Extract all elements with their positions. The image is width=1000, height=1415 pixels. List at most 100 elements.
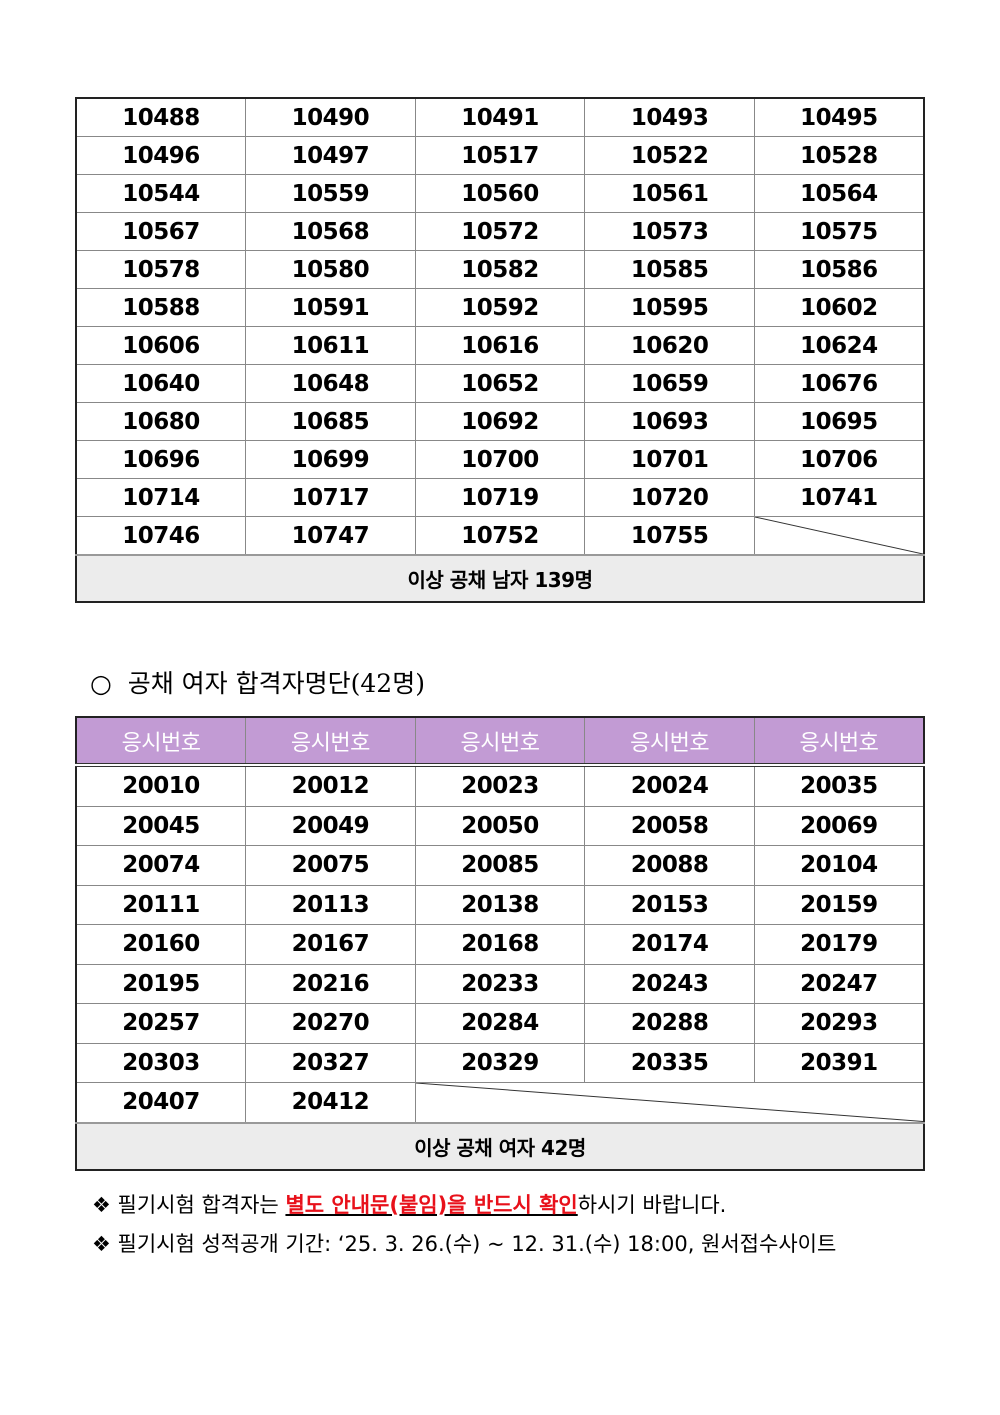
exam-number-cell: 10522 <box>584 136 755 175</box>
note-1: ❖ 필기시험 합격자는 별도 안내문(붙임)을 반드시 확인하시기 바랍니다. <box>92 1189 726 1219</box>
exam-number-cell: 10573 <box>584 212 755 251</box>
exam-number-cell: 10585 <box>584 250 755 289</box>
table-row: 20045 20049 20050 20058 20069 <box>75 805 925 846</box>
exam-number-cell: 20412 <box>245 1082 416 1123</box>
exam-number-cell: 10620 <box>584 326 755 365</box>
exam-number-cell: 20391 <box>753 1042 925 1083</box>
exam-number-cell: 10528 <box>753 136 925 175</box>
exam-number-cell: 20168 <box>414 924 586 965</box>
exam-number-cell: 20243 <box>584 963 755 1004</box>
column-header: 응시번호 <box>414 716 586 767</box>
exam-number-cell: 10640 <box>75 364 247 403</box>
diagonal-line <box>416 1083 923 1122</box>
exam-number-cell: 10624 <box>753 326 925 365</box>
table-row: 10496 10497 10517 10522 10528 <box>75 136 925 175</box>
exam-number-cell: 10652 <box>414 364 586 403</box>
exam-number-cell: 10588 <box>75 288 247 327</box>
table-row: 10544 10559 10560 10561 10564 <box>75 174 925 213</box>
exam-number-cell: 10606 <box>75 326 247 365</box>
exam-number-cell: 20012 <box>245 764 416 807</box>
column-header: 응시번호 <box>753 716 925 767</box>
exam-number-cell: 20104 <box>753 845 925 886</box>
diagonal-line <box>755 517 923 554</box>
exam-number-cell: 10676 <box>753 364 925 403</box>
exam-number-cell: 10575 <box>753 212 925 251</box>
exam-number-cell: 20288 <box>584 1003 755 1044</box>
exam-number-cell: 20024 <box>584 764 755 807</box>
table-row: 10640 10648 10652 10659 10676 <box>75 364 925 403</box>
exam-number-cell: 10582 <box>414 250 586 289</box>
exam-number-cell: 10719 <box>414 478 586 517</box>
exam-number-cell: 10714 <box>75 478 247 517</box>
exam-number-cell: 10648 <box>245 364 416 403</box>
table-row: 10746 10747 10752 10755 <box>75 516 925 556</box>
exam-number-cell: 10706 <box>753 440 925 479</box>
exam-number-cell: 10572 <box>414 212 586 251</box>
note-text: 하시기 바랍니다. <box>577 1193 727 1217</box>
exam-number-cell: 20049 <box>245 805 416 846</box>
exam-number-cell: 10700 <box>414 440 586 479</box>
exam-number-cell: 10692 <box>414 402 586 441</box>
female-section-heading: ○ 공채 여자 합격자명단(42명) <box>90 664 425 700</box>
exam-number-cell: 20329 <box>414 1042 586 1083</box>
exam-number-cell: 10580 <box>245 250 416 289</box>
exam-number-cell: 10747 <box>245 516 416 556</box>
note-text: 필기시험 성적공개 기간: ‘25. 3. 26.(수) ~ 12. 31.(수… <box>117 1232 837 1256</box>
exam-number-cell: 20085 <box>414 845 586 886</box>
exam-number-cell: 10491 <box>414 97 586 137</box>
summary-row: 이상 공채 여자 42명 <box>75 1121 925 1170</box>
table-row: 10488 10490 10491 10493 10495 <box>75 97 925 137</box>
exam-number-cell: 20270 <box>245 1003 416 1044</box>
exam-number-cell: 10592 <box>414 288 586 327</box>
exam-number-cell: 10559 <box>245 174 416 213</box>
table-row: 20160 20167 20168 20174 20179 <box>75 924 925 965</box>
diamond-bullet-icon: ❖ <box>92 1232 111 1256</box>
summary-row: 이상 공채 남자 139명 <box>75 554 925 603</box>
exam-number-cell: 10495 <box>753 97 925 137</box>
exam-number-cell: 10493 <box>584 97 755 137</box>
exam-number-cell: 10699 <box>245 440 416 479</box>
exam-number-cell: 10602 <box>753 288 925 327</box>
exam-number-cell: 10696 <box>75 440 247 479</box>
column-header: 응시번호 <box>75 716 247 767</box>
table-row: 20074 20075 20085 20088 20104 <box>75 845 925 886</box>
exam-number-cell: 20069 <box>753 805 925 846</box>
table-row: 10606 10611 10616 10620 10624 <box>75 326 925 365</box>
exam-number-cell: 20035 <box>753 764 925 807</box>
exam-number-cell: 10564 <box>753 174 925 213</box>
exam-number-cell: 10611 <box>245 326 416 365</box>
table-row: 10680 10685 10692 10693 10695 <box>75 402 925 441</box>
exam-number-cell: 20284 <box>414 1003 586 1044</box>
table-row: 20195 20216 20233 20243 20247 <box>75 963 925 1004</box>
exam-number-cell: 10746 <box>75 516 247 556</box>
table-row: 10578 10580 10582 10585 10586 <box>75 250 925 289</box>
exam-number-cell: 10717 <box>245 478 416 517</box>
table-row: 20303 20327 20329 20335 20391 <box>75 1042 925 1083</box>
exam-number-cell: 20045 <box>75 805 247 846</box>
exam-number-cell: 10578 <box>75 250 247 289</box>
table-row: 10714 10717 10719 10720 10741 <box>75 478 925 517</box>
exam-number-cell: 10693 <box>584 402 755 441</box>
empty-cell <box>414 1082 925 1123</box>
exam-number-cell: 20050 <box>414 805 586 846</box>
emphasis-text: 별도 안내문(붙임)을 반드시 확인 <box>285 1193 578 1217</box>
exam-number-cell: 10567 <box>75 212 247 251</box>
exam-number-cell: 10560 <box>414 174 586 213</box>
exam-number-cell: 20293 <box>753 1003 925 1044</box>
exam-number-cell: 10701 <box>584 440 755 479</box>
column-header: 응시번호 <box>245 716 416 767</box>
exam-number-cell: 10591 <box>245 288 416 327</box>
exam-number-cell: 10544 <box>75 174 247 213</box>
note-text: 필기시험 합격자는 <box>117 1193 286 1217</box>
exam-number-cell: 20023 <box>414 764 586 807</box>
exam-number-cell: 10680 <box>75 402 247 441</box>
female-section-title: 공채 여자 합격자명단(42명) <box>127 669 425 698</box>
exam-number-cell: 20195 <box>75 963 247 1004</box>
exam-number-cell: 20160 <box>75 924 247 965</box>
table-row: 20257 20270 20284 20288 20293 <box>75 1003 925 1044</box>
exam-number-cell: 20088 <box>584 845 755 886</box>
exam-number-cell: 20303 <box>75 1042 247 1083</box>
note-2: ❖ 필기시험 성적공개 기간: ‘25. 3. 26.(수) ~ 12. 31.… <box>92 1228 836 1258</box>
diamond-bullet-icon: ❖ <box>92 1193 111 1217</box>
exam-number-cell: 20174 <box>584 924 755 965</box>
